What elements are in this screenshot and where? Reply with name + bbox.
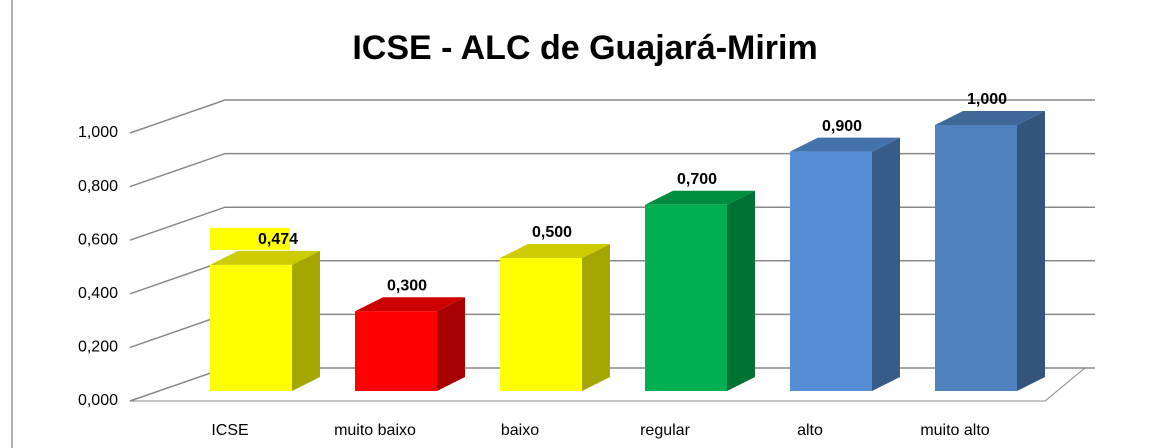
y-tick-label: 0,200 [78,339,118,356]
value-label: 0,900 [822,118,862,135]
y-tick-label: 0,400 [78,285,118,302]
value-label: 1,000 [967,91,1007,108]
y-tick-label: 0,600 [78,231,118,248]
y-tick-label: 1,000 [78,124,118,141]
value-label: 0,300 [387,277,427,294]
x-tick-label: alto [797,422,823,439]
grid-line [129,99,1095,134]
bar-side [437,297,465,391]
bar-top [210,250,320,265]
chart-title: ICSE - ALC de Guajará-Mirim [352,29,817,67]
y-tick-label: 0,000 [78,392,118,409]
x-tick-label: muito baixo [334,422,416,439]
bar-side [1017,111,1045,391]
bar [935,125,1017,391]
bar-top [790,137,900,152]
bar [790,151,872,391]
y-tick-label: 0,800 [78,178,118,195]
x-tick-label: baixo [501,422,539,439]
bar-top [935,111,1045,125]
bar [210,264,292,391]
bar [355,311,437,391]
value-label: 0,474 [258,231,298,248]
bar-top [645,190,755,205]
label-highlight [210,227,290,250]
x-tick-label: regular [640,422,690,439]
bar-side [292,250,320,391]
bar-top [500,244,610,258]
value-label: 0,700 [677,171,717,188]
x-tick-label: ICSE [211,422,248,439]
bar-top [355,297,465,312]
bar [500,258,582,391]
bar-side [727,190,755,391]
bar-side [582,244,610,391]
value-label: 0,500 [532,224,572,241]
x-tick-label: muito alto [920,422,989,439]
bar [645,204,727,391]
bar-side [872,137,900,391]
